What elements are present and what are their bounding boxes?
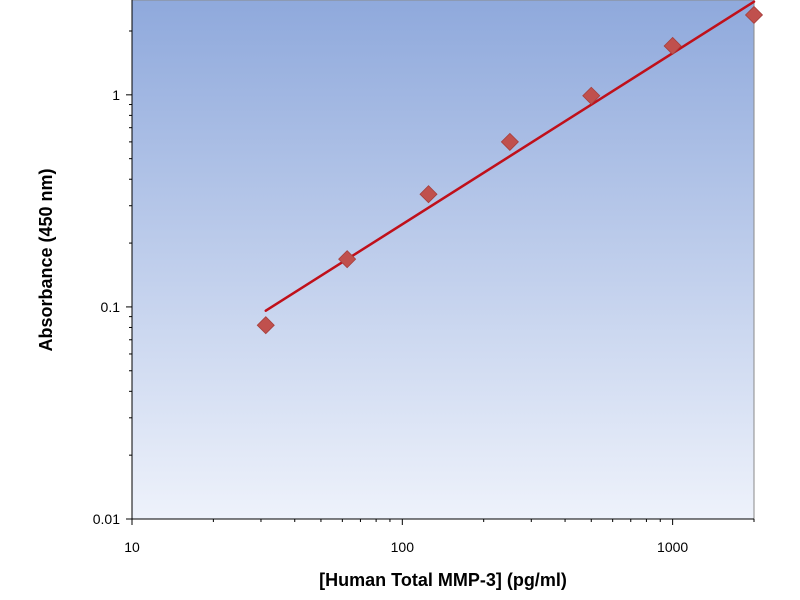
data-point bbox=[744, 5, 764, 25]
x-tick-label: 10 bbox=[124, 539, 140, 555]
x-tick-label: 100 bbox=[391, 539, 415, 555]
y-tick-label: 0.1 bbox=[101, 299, 121, 315]
x-tick-label: 1000 bbox=[657, 539, 688, 555]
data-point bbox=[582, 86, 601, 105]
plot-area bbox=[131, 0, 755, 520]
y-tick-label: 1 bbox=[112, 87, 120, 103]
data-point bbox=[338, 250, 357, 269]
data-point bbox=[256, 316, 275, 335]
data-point bbox=[663, 36, 682, 56]
y-axis-title: Absorbance (450 nm) bbox=[36, 168, 56, 351]
y-tick-label: 0.01 bbox=[93, 511, 120, 527]
data-point bbox=[500, 132, 519, 151]
chart-axes: 10 100 1000 0.01 0.1 1 bbox=[93, 0, 755, 555]
chart-marks bbox=[256, 0, 764, 335]
x-axis-title: [Human Total MMP-3] (pg/ml) bbox=[319, 570, 567, 590]
data-point bbox=[419, 185, 438, 204]
